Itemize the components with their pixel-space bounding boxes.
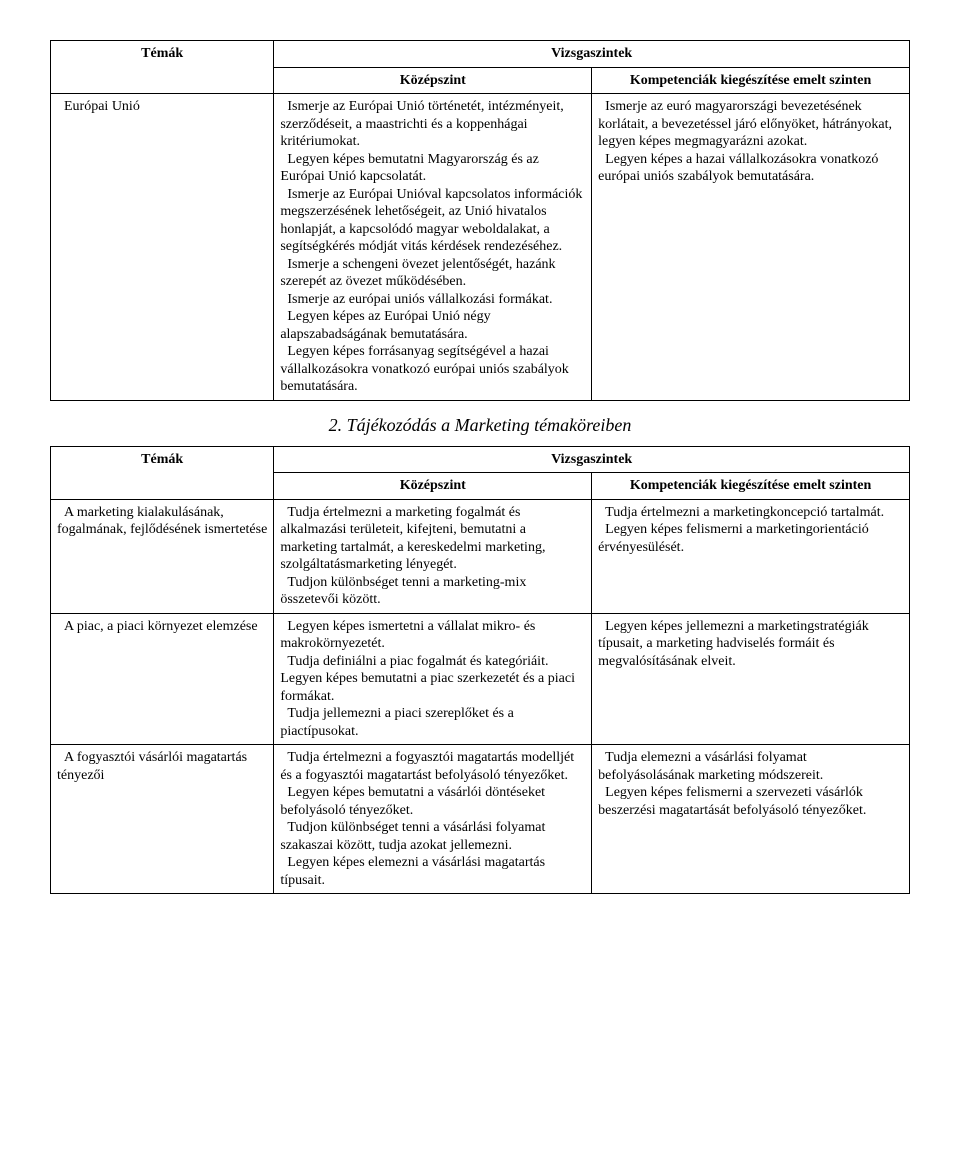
table-marketing: Témák Vizsgaszintek Középszint Kompetenc… [50, 446, 910, 895]
table-header-row: Témák Vizsgaszintek [51, 41, 910, 68]
section-heading-marketing: 2. Tájékozódás a Marketing témaköreiben [50, 415, 910, 436]
table-row: Európai Unió Ismerje az Európai Unió tör… [51, 94, 910, 401]
cell-right: Tudja értelmezni a marketingkoncepció ta… [592, 499, 910, 613]
cell-mid: Ismerje az Európai Unió történetét, inté… [274, 94, 592, 401]
cell-mid: Tudja értelmezni a fogyasztói magatartás… [274, 745, 592, 894]
cell-topic: A fogyasztói vásárlói magatartás tényező… [51, 745, 274, 894]
header-right: Kompetenciák kiegészítése emelt szinten [592, 67, 910, 94]
header-right: Kompetenciák kiegészítése emelt szinten [592, 473, 910, 500]
table-row: A marketing kialakulásának, fogalmának, … [51, 499, 910, 613]
table-eu: Témák Vizsgaszintek Középszint Kompetenc… [50, 40, 910, 401]
table-row: A piac, a piaci környezet elemzése Legye… [51, 613, 910, 745]
header-topics: Témák [51, 41, 274, 94]
cell-topic: Európai Unió [51, 94, 274, 401]
table-row: A fogyasztói vásárlói magatartás tényező… [51, 745, 910, 894]
cell-mid: Legyen képes ismertetni a vállalat mikro… [274, 613, 592, 745]
header-levels: Vizsgaszintek [274, 41, 910, 68]
cell-topic: A piac, a piaci környezet elemzése [51, 613, 274, 745]
cell-topic: A marketing kialakulásának, fogalmának, … [51, 499, 274, 613]
table-header-row: Témák Vizsgaszintek [51, 446, 910, 473]
cell-right: Tudja elemezni a vásárlási folyamat befo… [592, 745, 910, 894]
cell-right: Legyen képes jellemezni a marketingstrat… [592, 613, 910, 745]
cell-mid: Tudja értelmezni a marketing fogalmát és… [274, 499, 592, 613]
header-mid: Középszint [274, 473, 592, 500]
header-levels: Vizsgaszintek [274, 446, 910, 473]
header-topics: Témák [51, 446, 274, 499]
header-mid: Középszint [274, 67, 592, 94]
cell-right: Ismerje az euró magyarországi bevezetésé… [592, 94, 910, 401]
